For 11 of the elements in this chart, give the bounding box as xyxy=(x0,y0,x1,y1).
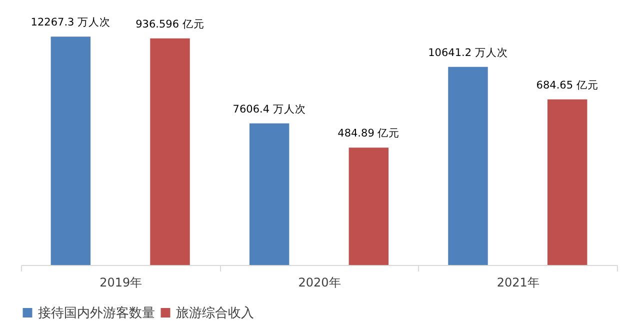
data-label: 484.89 亿元 xyxy=(338,128,400,140)
data-label: 684.65 亿元 xyxy=(536,79,598,92)
data-label: 7606.4 万人次 xyxy=(232,103,306,116)
x-tick-label: 2020年 xyxy=(298,276,341,290)
data-label: 12267.3 万人次 xyxy=(30,16,111,29)
legend-label: 接待国内外游客数量 xyxy=(38,304,155,321)
data-label: 10641.2 万人次 xyxy=(428,46,508,59)
legend-label: 旅游综合收入 xyxy=(176,306,254,321)
x-tick-label: 2021年 xyxy=(496,276,540,290)
data-label: 936.596 亿元 xyxy=(136,18,204,30)
x-tick-label: 2019年 xyxy=(100,276,142,290)
